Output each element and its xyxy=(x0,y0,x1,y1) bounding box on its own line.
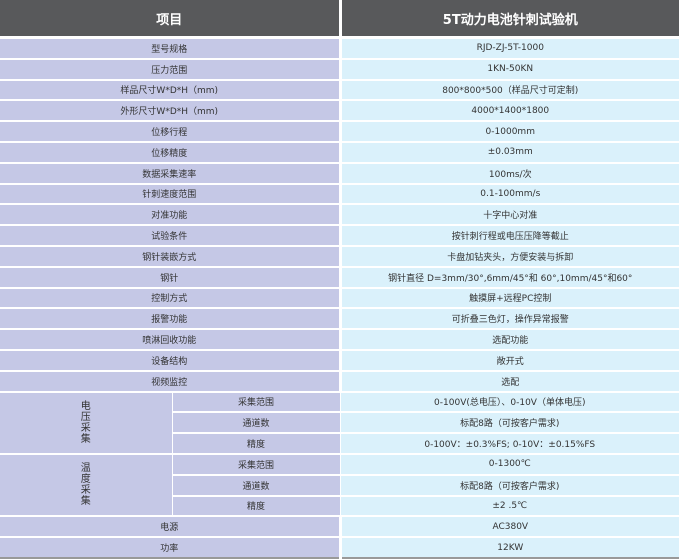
sub-row-label: 采集范围 xyxy=(172,452,341,475)
row-value: 可折叠三色灯，操作异常报警 xyxy=(340,307,679,330)
table-row: 通道数 标配8路（可按客户需求) xyxy=(0,473,679,496)
table-row: 样品尺寸W*D*H（mm) 800*800*500（样品尺寸可定制) xyxy=(0,78,679,101)
table-row: 控制方式 触摸屏+远程PC控制 xyxy=(0,286,679,309)
row-value: 十字中心对准 xyxy=(340,203,679,226)
table-row: 对准功能 十字中心对准 xyxy=(0,203,679,226)
row-label: 电源 xyxy=(0,515,342,538)
row-value: AC380V xyxy=(340,515,679,538)
sub-row-value: 0-100V(总电压）、0-10V（单体电压) xyxy=(340,390,679,413)
table-row: 温度采集 采集范围 0-1300℃ xyxy=(0,452,679,517)
sub-row-value: ±2 .5℃ xyxy=(340,494,679,517)
table-row: 视频监控 选配 xyxy=(0,369,679,392)
row-label: 数据采集速率 xyxy=(0,161,342,184)
row-value: RJD-ZJ-5T-1000 xyxy=(340,36,679,59)
row-label: 位移行程 xyxy=(0,120,342,142)
row-label: 样品尺寸W*D*H（mm) xyxy=(0,78,342,101)
sub-row-value: 0-100V：±0.3%FS; 0-10V：±0.15%FS xyxy=(340,432,679,454)
row-label: 视频监控 xyxy=(0,369,342,392)
row-value: 钢针直径 D=3mm/30°,6mm/45°和 60°,10mm/45°和60° xyxy=(340,265,679,288)
row-label: 喷淋回收功能 xyxy=(0,328,342,350)
sub-row-label: 精度 xyxy=(172,432,341,454)
header-row: 项目 5T动力电池针刺试验机 xyxy=(0,0,679,39)
table-row: 功率 12KW xyxy=(0,536,679,559)
row-value: 0.1-100mm/s xyxy=(340,182,679,205)
sub-row-value: 标配8路（可按客户需求) xyxy=(340,411,679,434)
group-label-text: 电压采集 xyxy=(80,400,91,445)
table-row: 喷淋回收功能 选配功能 xyxy=(0,328,679,350)
row-value: ±0.03mm xyxy=(340,140,679,163)
row-label: 位移精度 xyxy=(0,140,342,163)
table-row: 位移行程 0-1000mm xyxy=(0,120,679,142)
sub-row-value: 0-1300℃ xyxy=(340,452,679,475)
row-label: 功率 xyxy=(0,536,342,559)
row-value: 选配 xyxy=(340,369,679,392)
sub-row-value: 标配8路（可按客户需求) xyxy=(340,473,679,496)
table-row: 报警功能 可折叠三色灯，操作异常报警 xyxy=(0,307,679,330)
row-label: 对准功能 xyxy=(0,203,342,226)
row-label: 型号规格 xyxy=(0,36,342,59)
row-label: 钢针装嵌方式 xyxy=(0,244,342,267)
table-row: 针刺速度范围 0.1-100mm/s xyxy=(0,182,679,205)
table-row: 通道数 标配8路（可按客户需求) xyxy=(0,411,679,434)
row-value: 12KW xyxy=(340,536,679,559)
row-value: 100ms/次 xyxy=(340,161,679,184)
table-row: 电压采集 采集范围 0-100V(总电压）、0-10V（单体电压) xyxy=(0,390,679,454)
row-label: 控制方式 xyxy=(0,286,342,309)
row-label: 设备结构 xyxy=(0,348,342,371)
row-value: 卡盘加钻夹头，方便安装与拆卸 xyxy=(340,244,679,267)
header-item: 项目 xyxy=(0,0,342,39)
table-row: 数据采集速率 100ms/次 xyxy=(0,161,679,184)
table-row: 型号规格 RJD-ZJ-5T-1000 xyxy=(0,36,679,59)
table-row: 位移精度 ±0.03mm xyxy=(0,140,679,163)
sub-row-label: 通道数 xyxy=(172,473,341,496)
table-row: 钢针装嵌方式 卡盘加钻夹头，方便安装与拆卸 xyxy=(0,244,679,267)
row-label: 压力范围 xyxy=(0,57,342,80)
sub-row-label: 通道数 xyxy=(172,411,341,434)
row-value: 触摸屏+远程PC控制 xyxy=(340,286,679,309)
row-value: 1KN-50KN xyxy=(340,57,679,80)
row-label: 试验条件 xyxy=(0,224,342,246)
row-value: 敞开式 xyxy=(340,348,679,371)
table-row: 精度 ±2 .5℃ xyxy=(0,494,679,517)
table-row: 压力范围 1KN-50KN xyxy=(0,57,679,80)
row-value: 选配功能 xyxy=(340,328,679,350)
row-value: 按针刺行程或电压压降等截止 xyxy=(340,224,679,246)
header-product: 5T动力电池针刺试验机 xyxy=(340,0,679,39)
group-label: 电压采集 xyxy=(0,390,173,454)
row-label: 外形尺寸W*D*H（mm) xyxy=(0,99,342,122)
group-label: 温度采集 xyxy=(0,452,173,517)
sub-row-label: 精度 xyxy=(172,494,341,517)
row-value: 4000*1400*1800 xyxy=(340,99,679,122)
table-row: 钢针 钢针直径 D=3mm/30°,6mm/45°和 60°,10mm/45°和6… xyxy=(0,265,679,288)
row-value: 800*800*500（样品尺寸可定制) xyxy=(340,78,679,101)
row-label: 针刺速度范围 xyxy=(0,182,342,205)
table-row: 设备结构 敞开式 xyxy=(0,348,679,371)
table-row: 电源 AC380V xyxy=(0,515,679,538)
table-row: 精度 0-100V：±0.3%FS; 0-10V：±0.15%FS xyxy=(0,432,679,454)
sub-row-label: 采集范围 xyxy=(172,390,341,413)
group-label-text: 温度采集 xyxy=(80,463,91,508)
table-row: 试验条件 按针刺行程或电压压降等截止 xyxy=(0,224,679,246)
table-row: 外形尺寸W*D*H（mm) 4000*1400*1800 xyxy=(0,99,679,122)
row-value: 0-1000mm xyxy=(340,120,679,142)
row-label: 报警功能 xyxy=(0,307,342,330)
row-label: 钢针 xyxy=(0,265,342,288)
